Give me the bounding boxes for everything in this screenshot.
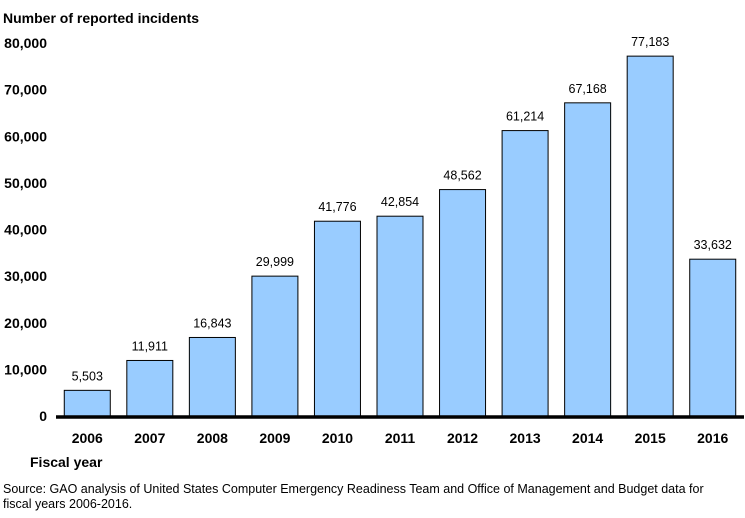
x-tick-label-2009: 2009 <box>259 430 290 446</box>
bar-2011 <box>376 215 424 417</box>
bar-2008 <box>188 336 236 417</box>
x-tick-label-2013: 2013 <box>510 430 541 446</box>
bar-2009 <box>251 275 299 417</box>
source-note-line-1: Source: GAO analysis of United States Co… <box>3 482 704 496</box>
y-tick-label-3: 30,000 <box>4 268 47 284</box>
value-label-2006: 5,503 <box>72 369 103 383</box>
value-label-2016: 33,632 <box>694 238 732 252</box>
x-axis-label: Fiscal year <box>30 454 103 470</box>
x-tick-label-2008: 2008 <box>197 430 228 446</box>
x-tick-label-2007: 2007 <box>134 430 165 446</box>
y-tick-label-8: 80,000 <box>4 35 47 51</box>
x-tick-label-2006: 2006 <box>72 430 103 446</box>
bar-2007 <box>126 359 174 417</box>
value-label-2010: 41,776 <box>318 200 356 214</box>
x-tick-label-2016: 2016 <box>697 430 728 446</box>
x-tick-label-2014: 2014 <box>572 430 603 446</box>
source-note-line-2: fiscal years 2006-2016. <box>3 497 132 511</box>
x-tick-label-2015: 2015 <box>635 430 666 446</box>
x-axis-ticks: 2006 2007 2008 2009 2010 2011 2012 2013 2014 2015… <box>72 430 729 446</box>
y-tick-label-1: 10,000 <box>4 361 47 377</box>
bar-2015 <box>626 55 674 417</box>
value-label-2008: 16,843 <box>193 316 231 330</box>
bar-2013 <box>501 130 549 417</box>
y-tick-label-2: 20,000 <box>4 315 47 331</box>
y-tick-label-5: 50,000 <box>4 175 47 191</box>
x-tick-label-2010: 2010 <box>322 430 353 446</box>
x-tick-label-2011: 2011 <box>385 430 416 446</box>
y-tick-label-4: 40,000 <box>4 222 47 238</box>
value-label-2011: 42,854 <box>381 195 419 209</box>
bar-2016 <box>689 258 737 417</box>
value-label-2015: 77,183 <box>631 35 669 49</box>
bar-2014 <box>564 102 612 417</box>
y-tick-label-6: 60,000 <box>4 128 47 144</box>
x-tick-label-2012: 2012 <box>447 430 478 446</box>
y-tick-label-7: 70,000 <box>4 82 47 98</box>
y-axis-ticks: 0 10,000 20,000 30,000 40,000 50,000 60,000 70,… <box>4 35 47 424</box>
bars <box>63 55 737 417</box>
bar-2012 <box>439 189 487 417</box>
bar-2006 <box>63 389 111 417</box>
y-tick-label-0: 0 <box>39 408 47 424</box>
value-label-2007: 11,911 <box>132 339 168 353</box>
value-label-2009: 29,999 <box>256 255 294 269</box>
value-label-2014: 67,168 <box>569 82 607 96</box>
value-label-2012: 48,562 <box>443 169 481 183</box>
value-labels: 5,503 11,911 16,843 29,999 41,776 42,854 48,56… <box>72 35 732 383</box>
chart-title: Number of reported incidents <box>3 10 199 26</box>
value-label-2013: 61,214 <box>506 110 544 124</box>
bar-2010 <box>313 220 361 417</box>
